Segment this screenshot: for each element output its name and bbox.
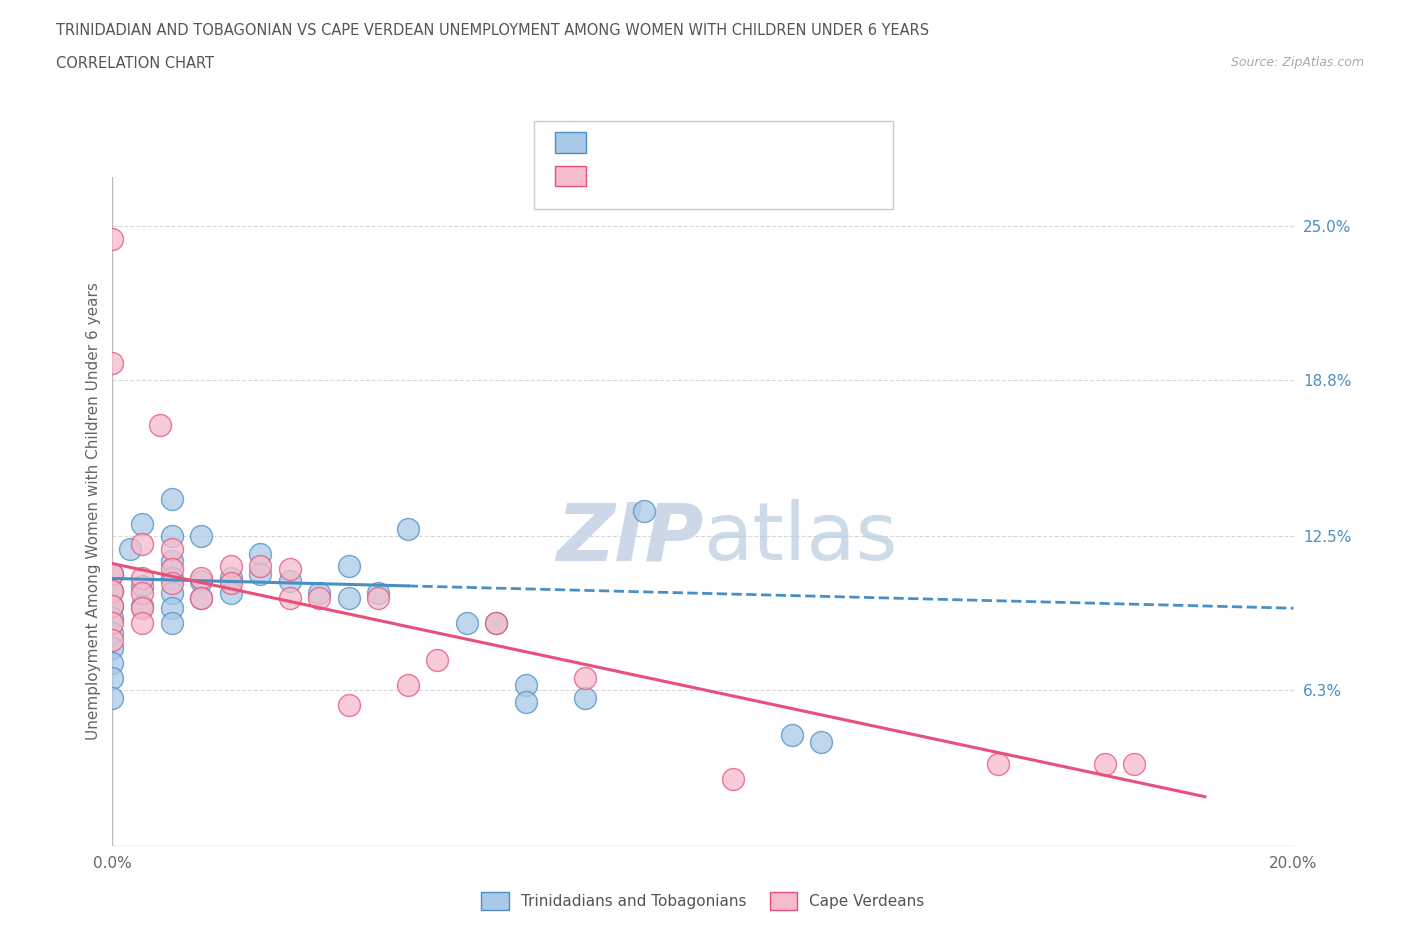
Point bbox=[160, 529, 183, 544]
Point bbox=[308, 591, 330, 605]
Point bbox=[574, 671, 596, 685]
Point bbox=[101, 641, 124, 656]
Text: TRINIDADIAN AND TOBAGONIAN VS CAPE VERDEAN UNEMPLOYMENT AMONG WOMEN WITH CHILDRE: TRINIDADIAN AND TOBAGONIAN VS CAPE VERDE… bbox=[56, 23, 929, 38]
Point bbox=[219, 571, 242, 586]
Text: -0.063: -0.063 bbox=[640, 135, 695, 150]
Point bbox=[131, 537, 153, 551]
Point bbox=[131, 616, 153, 631]
Point bbox=[101, 671, 124, 685]
Point bbox=[219, 559, 242, 574]
Point bbox=[396, 678, 419, 693]
Legend: Trinidadians and Tobagonians, Cape Verdeans: Trinidadians and Tobagonians, Cape Verde… bbox=[475, 885, 931, 916]
Point bbox=[131, 571, 153, 586]
Point bbox=[574, 690, 596, 705]
Text: -0.395: -0.395 bbox=[640, 168, 695, 183]
Point bbox=[101, 355, 124, 370]
Point bbox=[249, 546, 271, 561]
Text: ZIP: ZIP bbox=[555, 499, 703, 578]
Point bbox=[160, 541, 183, 556]
Point bbox=[485, 616, 508, 631]
Point bbox=[160, 553, 183, 568]
Point bbox=[810, 735, 832, 750]
Point bbox=[160, 576, 183, 591]
Point bbox=[160, 561, 183, 576]
Point bbox=[190, 571, 212, 586]
Point bbox=[190, 591, 212, 605]
Point bbox=[219, 576, 242, 591]
Point bbox=[190, 574, 212, 589]
Point bbox=[101, 583, 124, 598]
Point bbox=[337, 559, 360, 574]
Point bbox=[337, 698, 360, 712]
Point bbox=[249, 566, 271, 581]
Point bbox=[101, 583, 124, 598]
Text: atlas: atlas bbox=[703, 499, 897, 578]
Point bbox=[249, 559, 271, 574]
Point bbox=[101, 232, 124, 246]
Point bbox=[101, 690, 124, 705]
Point bbox=[367, 586, 389, 601]
Text: 34: 34 bbox=[755, 168, 776, 183]
Text: CORRELATION CHART: CORRELATION CHART bbox=[56, 56, 214, 71]
Point bbox=[149, 418, 172, 432]
Point bbox=[101, 598, 124, 613]
Point bbox=[219, 586, 242, 601]
Point bbox=[101, 633, 124, 648]
Point bbox=[721, 772, 744, 787]
Point bbox=[190, 529, 212, 544]
Point bbox=[101, 616, 124, 631]
Point bbox=[456, 616, 478, 631]
Point bbox=[780, 727, 803, 742]
Text: N =: N = bbox=[713, 135, 747, 150]
Point bbox=[337, 591, 360, 605]
Point bbox=[1094, 757, 1116, 772]
Point bbox=[131, 578, 153, 593]
Point bbox=[160, 571, 183, 586]
Point bbox=[131, 601, 153, 616]
Point bbox=[131, 598, 153, 613]
Point bbox=[1123, 757, 1146, 772]
Point bbox=[101, 656, 124, 671]
Text: 41: 41 bbox=[755, 135, 776, 150]
Point bbox=[131, 586, 153, 601]
Point bbox=[101, 611, 124, 626]
Point bbox=[160, 616, 183, 631]
Point bbox=[101, 598, 124, 613]
Point bbox=[426, 653, 449, 668]
Point bbox=[101, 566, 124, 581]
Point bbox=[367, 591, 389, 605]
Point bbox=[120, 541, 142, 556]
Point bbox=[396, 522, 419, 537]
Point bbox=[278, 561, 301, 576]
Point bbox=[987, 757, 1010, 772]
Text: R =: R = bbox=[598, 168, 631, 183]
Point bbox=[278, 574, 301, 589]
Text: Source: ZipAtlas.com: Source: ZipAtlas.com bbox=[1230, 56, 1364, 69]
Point bbox=[190, 591, 212, 605]
Point bbox=[515, 695, 537, 710]
Point bbox=[160, 492, 183, 507]
Point bbox=[160, 601, 183, 616]
Y-axis label: Unemployment Among Women with Children Under 6 years: Unemployment Among Women with Children U… bbox=[86, 283, 101, 740]
Point bbox=[101, 626, 124, 641]
Text: R =: R = bbox=[598, 135, 631, 150]
Text: N =: N = bbox=[713, 168, 747, 183]
Point bbox=[278, 591, 301, 605]
Point bbox=[131, 516, 153, 531]
Point bbox=[633, 504, 655, 519]
Point bbox=[515, 678, 537, 693]
Point bbox=[160, 586, 183, 601]
Point bbox=[485, 616, 508, 631]
Point bbox=[101, 566, 124, 581]
Point bbox=[308, 586, 330, 601]
